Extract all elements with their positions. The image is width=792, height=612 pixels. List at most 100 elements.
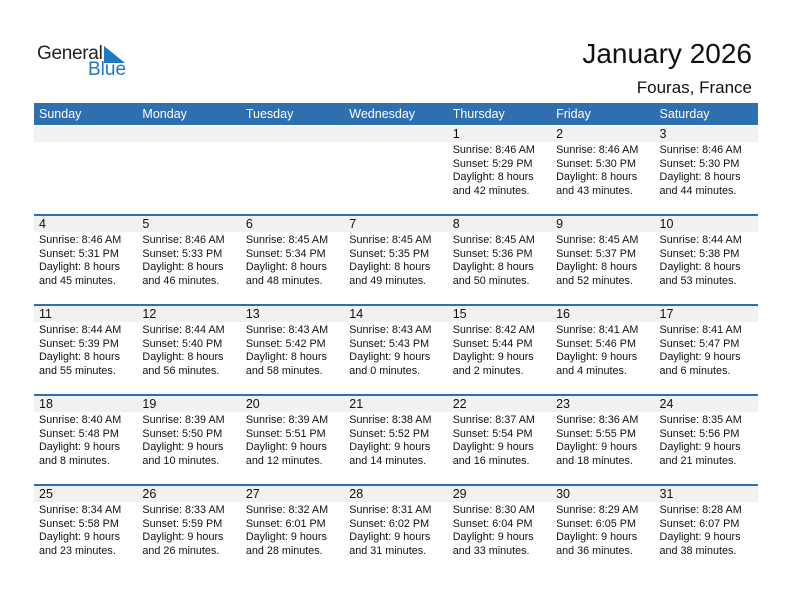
daylight-text: Daylight: 8 hours — [452, 171, 534, 183]
weekday-header: Sunday Monday Tuesday Wednesday Thursday Frid… — [34, 103, 758, 125]
daylight-minutes-text: and 52 minutes. — [556, 274, 633, 287]
daylight-text: Daylight: 8 hours — [245, 261, 327, 273]
sunset-text: Sunset: 5:40 PM — [142, 337, 223, 350]
sunset-text: Sunset: 5:52 PM — [349, 427, 430, 440]
day-cell: 19 Sunrise: 8:39 AM Sunset: 5:50 PM Dayligh… — [137, 396, 240, 486]
logo-text-general: General — [37, 43, 103, 64]
empty-cell — [241, 126, 344, 216]
daylight-minutes-text: and 6 minutes. — [659, 364, 731, 377]
sunset-text: Sunset: 5:30 PM — [556, 157, 636, 170]
daylight-minutes-text: and 36 minutes. — [556, 544, 633, 557]
daylight-text: Daylight: 9 hours — [556, 441, 638, 453]
sunrise-text: Sunrise: 8:35 AM — [659, 414, 742, 426]
day-number: 1 — [452, 127, 460, 141]
sunrise-text: Sunrise: 8:46 AM — [452, 144, 535, 156]
day-number: 12 — [142, 307, 157, 321]
sunrise-text: Sunrise: 8:39 AM — [142, 414, 225, 426]
sunrise-text: Sunrise: 8:31 AM — [349, 504, 432, 516]
day-number: 28 — [349, 487, 364, 501]
sunrise-text: Sunrise: 8:45 AM — [452, 234, 535, 246]
weekday-friday: Friday — [556, 107, 591, 121]
day-number: 7 — [349, 217, 357, 231]
day-number: 21 — [349, 397, 364, 411]
daylight-text: Daylight: 9 hours — [452, 351, 534, 363]
day-number: 3 — [659, 127, 667, 141]
sunrise-text: Sunrise: 8:45 AM — [556, 234, 639, 246]
daylight-text: Daylight: 8 hours — [142, 351, 224, 363]
day-cell: 27 Sunrise: 8:32 AM Sunset: 6:01 PM Dayligh… — [241, 486, 344, 576]
day-number: 29 — [452, 487, 467, 501]
day-number: 17 — [659, 307, 674, 321]
sunrise-text: Sunrise: 8:30 AM — [452, 504, 535, 516]
day-number: 9 — [556, 217, 564, 231]
daylight-text: Daylight: 9 hours — [659, 531, 741, 543]
weekday-saturday: Saturday — [659, 107, 710, 121]
day-cell: 16 Sunrise: 8:41 AM Sunset: 5:46 PM Dayligh… — [551, 306, 654, 396]
sunset-text: Sunset: 5:42 PM — [245, 337, 326, 350]
sunset-text: Sunset: 5:47 PM — [659, 337, 740, 350]
sunrise-text: Sunrise: 8:32 AM — [245, 504, 329, 516]
calendar-grid: 1 Sunrise: 8:46 AM Sunset: 5:29 PM Daylight… — [34, 126, 758, 576]
daylight-text: Daylight: 9 hours — [349, 441, 431, 453]
daylight-text: Daylight: 9 hours — [452, 531, 534, 543]
day-cell: 1 Sunrise: 8:46 AM Sunset: 5:29 PM Daylight… — [448, 126, 551, 216]
day-number: 20 — [245, 397, 260, 411]
sunrise-text: Sunrise: 8:46 AM — [39, 234, 122, 246]
day-cell: 4 Sunrise: 8:46 AM Sunset: 5:31 PM Daylight… — [34, 216, 137, 306]
day-cell: 18 Sunrise: 8:40 AM Sunset: 5:48 PM Dayligh… — [34, 396, 137, 486]
sunrise-text: Sunrise: 8:40 AM — [39, 414, 122, 426]
day-number: 6 — [245, 217, 253, 231]
day-number: 13 — [245, 307, 260, 321]
sunrise-text: Sunrise: 8:34 AM — [39, 504, 122, 516]
daylight-minutes-text: and 8 minutes. — [39, 454, 110, 467]
daylight-minutes-text: and 10 minutes. — [142, 454, 220, 467]
day-number: 4 — [39, 217, 46, 231]
sunset-text: Sunset: 5:29 PM — [452, 157, 533, 170]
daylight-minutes-text: and 58 minutes. — [245, 364, 323, 377]
daylight-minutes-text: and 53 minutes. — [659, 274, 737, 287]
daylight-minutes-text: and 48 minutes. — [245, 274, 323, 287]
day-cell: 13 Sunrise: 8:43 AM Sunset: 5:42 PM Dayligh… — [241, 306, 344, 396]
daylight-minutes-text: and 16 minutes. — [452, 454, 530, 467]
daylight-minutes-text: and 28 minutes. — [245, 544, 323, 557]
logo-text-blue: Blue — [88, 59, 127, 80]
day-number: 30 — [556, 487, 571, 501]
day-cell: 22 Sunrise: 8:37 AM Sunset: 5:54 PM Dayligh… — [448, 396, 551, 486]
weekday-tuesday: Tuesday — [245, 107, 294, 121]
sunset-text: Sunset: 5:48 PM — [39, 427, 119, 440]
sunset-text: Sunset: 6:02 PM — [349, 517, 430, 530]
daylight-text: Daylight: 9 hours — [245, 531, 327, 543]
location: Fouras, France — [636, 78, 752, 97]
sunset-text: Sunset: 5:31 PM — [39, 247, 119, 260]
day-number: 14 — [349, 307, 364, 321]
daylight-minutes-text: and 55 minutes. — [39, 364, 116, 377]
daylight-minutes-text: and 33 minutes. — [452, 544, 530, 557]
daylight-minutes-text: and 18 minutes. — [556, 454, 633, 467]
logo: General Blue — [37, 43, 137, 83]
sunset-text: Sunset: 5:34 PM — [245, 247, 326, 260]
daylight-text: Daylight: 8 hours — [349, 261, 431, 273]
day-number: 5 — [142, 217, 150, 231]
day-number: 26 — [142, 487, 157, 501]
sunset-text: Sunset: 5:35 PM — [349, 247, 430, 260]
daylight-minutes-text: and 0 minutes. — [349, 364, 421, 377]
week-row: 11 Sunrise: 8:44 AM Sunset: 5:39 PM Dayligh… — [34, 304, 758, 396]
sunset-text: Sunset: 5:50 PM — [142, 427, 223, 440]
daylight-text: Daylight: 9 hours — [556, 531, 638, 543]
day-number: 24 — [659, 397, 674, 411]
daylight-text: Daylight: 8 hours — [39, 351, 121, 363]
sunset-text: Sunset: 5:58 PM — [39, 517, 119, 530]
sunset-text: Sunset: 6:05 PM — [556, 517, 636, 530]
daylight-text: Daylight: 8 hours — [659, 261, 741, 273]
daylight-minutes-text: and 2 minutes. — [452, 364, 524, 377]
sunset-text: Sunset: 5:43 PM — [349, 337, 430, 350]
sunset-text: Sunset: 5:56 PM — [659, 427, 740, 440]
sunset-text: Sunset: 5:59 PM — [142, 517, 223, 530]
weekday-monday: Monday — [142, 107, 187, 121]
daylight-text: Daylight: 9 hours — [39, 441, 121, 453]
day-cell: 23 Sunrise: 8:36 AM Sunset: 5:55 PM Dayligh… — [551, 396, 654, 486]
daylight-minutes-text: and 46 minutes. — [142, 274, 220, 287]
daylight-text: Daylight: 9 hours — [556, 351, 638, 363]
sunrise-text: Sunrise: 8:39 AM — [245, 414, 329, 426]
day-cell: 6 Sunrise: 8:45 AM Sunset: 5:34 PM Daylight… — [241, 216, 344, 306]
